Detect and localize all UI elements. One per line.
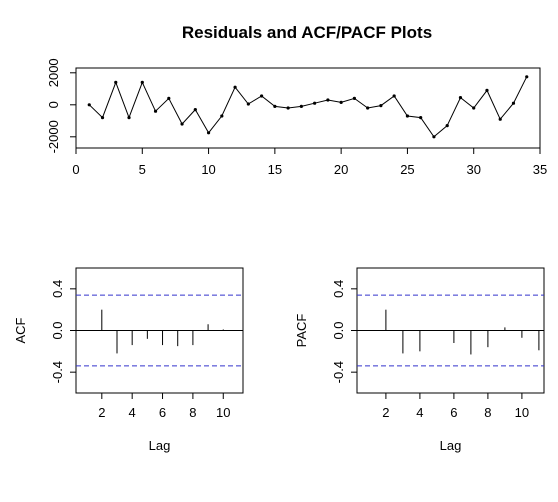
residual-point: [206, 131, 211, 135]
residual-y-tick-label: 0: [46, 101, 61, 108]
residual-point: [498, 117, 502, 121]
pacf-y-axis-label: PACF: [294, 314, 309, 348]
residual-x-tick-label: 35: [533, 162, 547, 177]
residual-y-tick-label: 2000: [46, 58, 61, 87]
pacf-y-tick-label: 0.4: [331, 280, 346, 298]
residual-point: [127, 116, 131, 120]
residual-point: [167, 96, 171, 100]
pacf-x-tick-label: 8: [484, 405, 491, 420]
residual-point: [313, 101, 317, 105]
residual-x-tick-label: 10: [201, 162, 215, 177]
residual-x-tick-label: 25: [400, 162, 414, 177]
residual-point: [246, 102, 250, 106]
residual-point: [458, 96, 463, 100]
pacf-x-tick-label: 2: [382, 405, 389, 420]
residual-point: [379, 104, 383, 108]
residual-x-tick-label: 30: [466, 162, 480, 177]
residual-point: [405, 114, 410, 118]
residual-series-line: [88, 76, 528, 138]
residual-point: [525, 75, 529, 79]
residual-point: [180, 122, 184, 126]
residual-point: [273, 104, 277, 108]
residual-plot-frame: [75, 67, 541, 149]
residual-point: [153, 109, 158, 113]
acf-x-tick-label: 4: [129, 405, 136, 420]
acf-x-tick-label: 10: [216, 405, 230, 420]
acf-y-tick-label: -0.4: [50, 361, 65, 383]
residual-y-tick-label: -2000: [46, 120, 61, 153]
residual-point: [114, 80, 118, 84]
residual-point: [339, 100, 343, 104]
residual-point: [193, 108, 197, 112]
acf-x-tick-label: 2: [98, 405, 105, 420]
residual-point: [286, 106, 290, 110]
residual-point: [445, 124, 449, 128]
residual-x-tick-label: 0: [72, 162, 79, 177]
residual-x-tick-label: 5: [139, 162, 146, 177]
pacf-x-tick-label: 4: [416, 405, 423, 420]
acf-y-axis-label: ACF: [13, 317, 28, 343]
residual-point: [233, 85, 237, 89]
acf-x-tick-label: 6: [159, 405, 166, 420]
residual-point: [485, 88, 489, 92]
acf-y-tick-label: 0.4: [50, 280, 65, 298]
residual-point: [326, 98, 330, 102]
residual-point: [140, 80, 144, 84]
residual-point: [220, 114, 224, 118]
residual-point: [366, 106, 370, 110]
residual-point: [299, 104, 303, 108]
pacf-y-tick-label: -0.4: [331, 361, 346, 383]
pacf-x-tick-label: 10: [515, 405, 529, 420]
pacf-x-tick-label: 6: [450, 405, 457, 420]
residual-point: [432, 135, 436, 139]
residual-point: [352, 96, 356, 100]
residual-point: [392, 94, 396, 98]
acf-x-axis-label: Lag: [149, 438, 171, 453]
pacf-y-tick-label: 0.0: [331, 321, 346, 339]
residual-point: [511, 101, 516, 105]
acf-y-tick-label: 0.0: [50, 321, 65, 339]
residual-point: [472, 106, 476, 110]
acf-x-tick-label: 8: [189, 405, 196, 420]
residual-point: [87, 103, 91, 107]
chart-title: Residuals and ACF/PACF Plots: [182, 23, 432, 42]
residual-x-tick-label: 20: [334, 162, 348, 177]
residual-point: [100, 116, 105, 120]
residual-point: [260, 94, 264, 98]
residual-point: [419, 116, 423, 120]
residual-x-tick-label: 15: [268, 162, 282, 177]
pacf-x-axis-label: Lag: [440, 438, 462, 453]
